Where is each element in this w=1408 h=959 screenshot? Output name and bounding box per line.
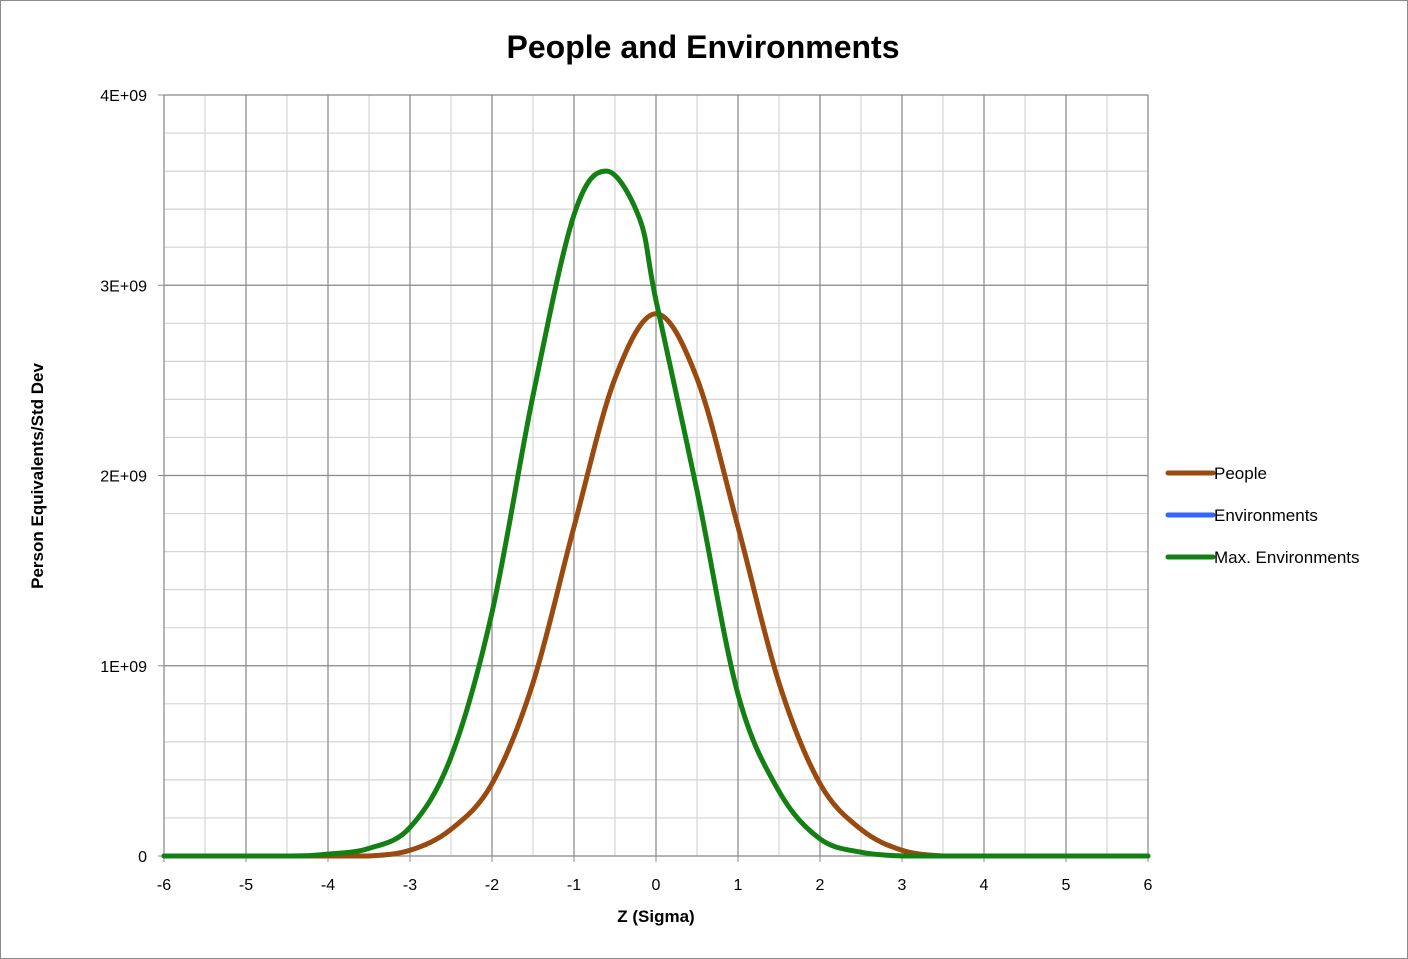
y-tick-label: 0: [138, 849, 147, 866]
x-tick-label: 3: [898, 877, 907, 894]
x-tick-label: 4: [980, 877, 989, 894]
x-tick-label: -6: [157, 877, 171, 894]
x-axis-label: Z (Sigma): [617, 907, 694, 926]
x-tick-label: -3: [403, 877, 417, 894]
x-tick-label: 5: [1062, 877, 1071, 894]
x-tick-label: -5: [239, 877, 253, 894]
y-tick-label: 2E+09: [100, 469, 147, 486]
x-tick-label: 0: [652, 877, 661, 894]
legend: People Environments Max. Environments: [1165, 464, 1360, 567]
legend-label: Environments: [1214, 506, 1318, 525]
series-line-2: [161, 168, 1151, 859]
series-lines: [161, 168, 1151, 859]
y-axis-label: Person Equivalents/Std Dev: [28, 363, 47, 589]
x-tick-label: -1: [567, 877, 581, 894]
legend-label: Max. Environments: [1214, 548, 1360, 567]
y-tick-label: 1E+09: [100, 659, 147, 676]
chart-title: People and Environments: [507, 29, 900, 65]
x-tick-label: 6: [1144, 877, 1153, 894]
legend-label: People: [1214, 464, 1267, 483]
x-tick-label: 1: [734, 877, 743, 894]
x-tick-label: -4: [321, 877, 335, 894]
y-tick-label: 3E+09: [100, 278, 147, 295]
y-axis-ticks: 0 1E+09 2E+09 3E+09 4E+09: [100, 88, 164, 866]
x-tick-label: -2: [485, 877, 499, 894]
y-tick-label: 4E+09: [100, 88, 147, 105]
x-axis-ticks: -6 -5 -4 -3 -2 -1 0 1 2 3 4 5 6: [157, 856, 1153, 894]
x-tick-label: 2: [816, 877, 825, 894]
